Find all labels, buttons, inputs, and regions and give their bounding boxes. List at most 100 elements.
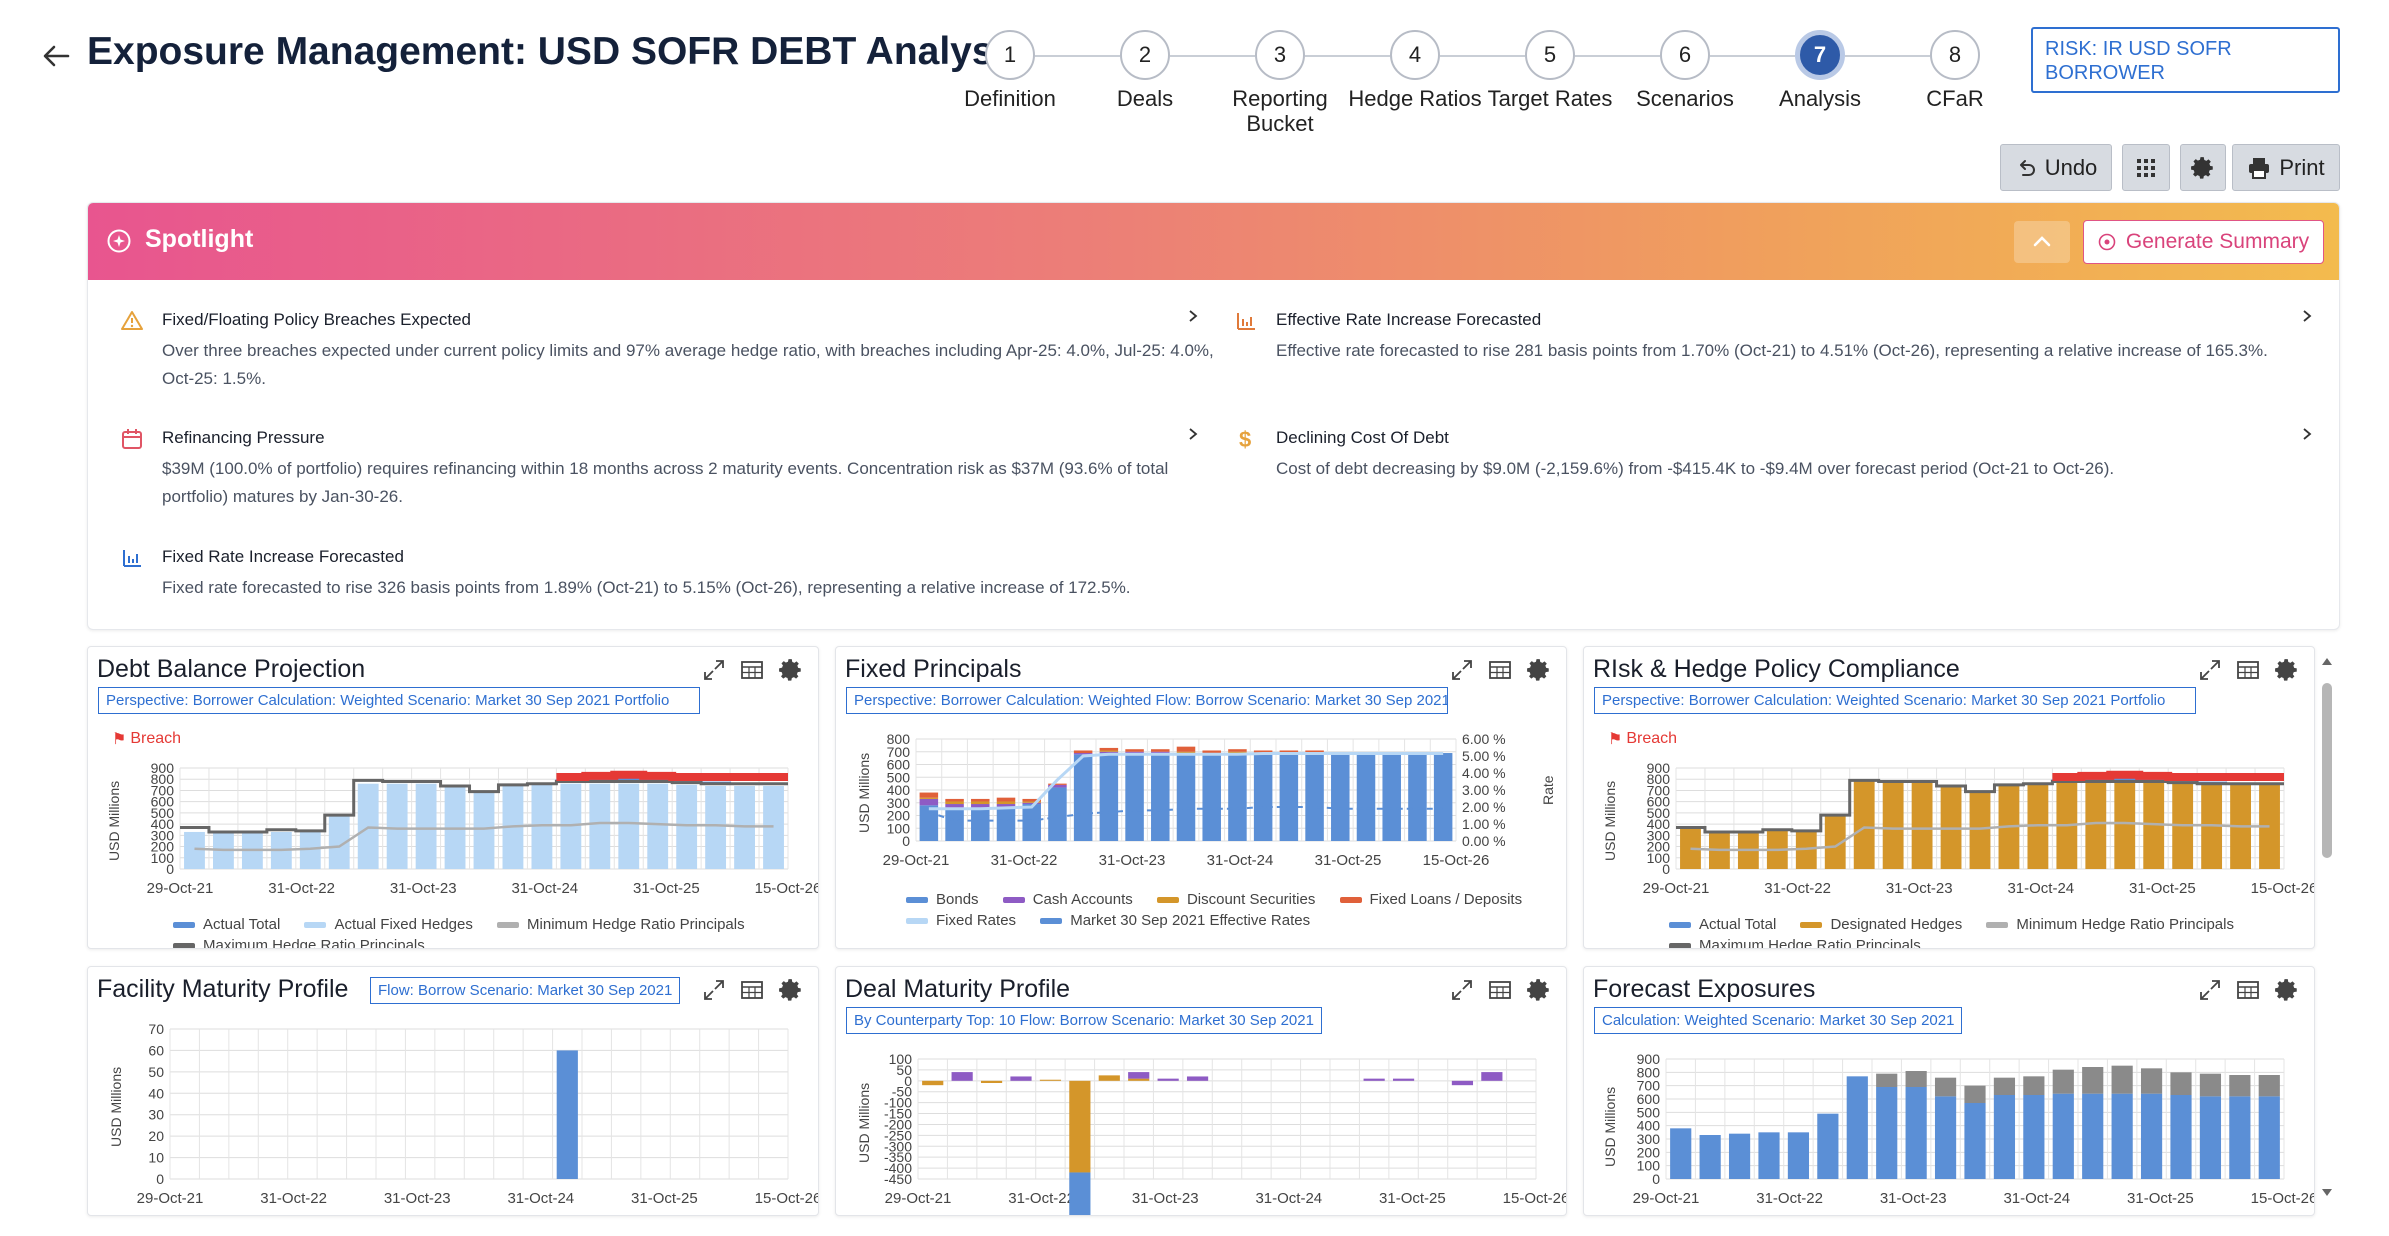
legend-item[interactable]: Minimum Hedge Ratio Principals <box>1986 915 2234 935</box>
bar <box>2111 1093 2133 1179</box>
expand-icon[interactable] <box>2198 658 2222 682</box>
step-deals[interactable]: 2 Deals <box>1075 30 1215 111</box>
scroll-up-icon[interactable] <box>2320 655 2334 667</box>
bar <box>2082 1093 2104 1179</box>
bar <box>1099 750 1119 752</box>
step-connector <box>1575 55 1660 57</box>
bar <box>1853 781 1875 869</box>
insight-refinancing[interactable]: Refinancing Pressure $39M (100.0% of por… <box>122 427 1222 511</box>
bar <box>1305 750 1324 754</box>
chevron-right-icon[interactable] <box>2300 309 2314 323</box>
x-tick-label: 31-Oct-23 <box>1099 852 1166 869</box>
x-tick-label: 31-Oct-24 <box>2007 880 2074 897</box>
x-tick-label: 31-Oct-25 <box>1315 852 1382 869</box>
step-analysis[interactable]: 7 Analysis <box>1750 30 1890 111</box>
step-definition[interactable]: 1 Definition <box>940 30 1080 111</box>
expand-icon[interactable] <box>1450 658 1474 682</box>
insight-fixed-rate[interactable]: Fixed Rate Increase Forecasted Fixed rat… <box>123 546 1462 602</box>
perspective-badge[interactable]: Perspective: Borrower Calculation: Weigh… <box>98 687 700 714</box>
table-icon[interactable] <box>1488 979 1512 1001</box>
flow-badge[interactable]: Flow: Borrow Scenario: Market 30 Sep 202… <box>370 977 681 1004</box>
y-tick-label: -250 <box>884 1127 912 1143</box>
step-label: CFaR <box>1926 86 1984 111</box>
settings-button[interactable] <box>2180 144 2226 191</box>
perspective-badge[interactable]: Perspective: Borrower Calculation: Weigh… <box>1594 687 2196 714</box>
expand-icon[interactable] <box>1450 978 1474 1002</box>
gear-icon[interactable] <box>778 657 804 683</box>
bar <box>1993 1077 2016 1095</box>
x-tick-label: 31-Oct-22 <box>268 880 335 897</box>
scroll-down-icon[interactable] <box>2320 1187 2334 1199</box>
legend-item[interactable]: Discount Securities <box>1156 890 1315 910</box>
legend-item[interactable]: Minimum Hedge Ratio Principals <box>497 915 745 935</box>
calculation-badge[interactable]: Calculation: Weighted Scenario: Market 3… <box>1594 1007 1963 1034</box>
step-reporting-bucket[interactable]: 3 Reporting Bucket <box>1210 30 1350 136</box>
y-tick-label: 0 <box>904 1073 912 1089</box>
gear-icon[interactable] <box>778 977 804 1003</box>
gear-icon[interactable] <box>1526 657 1552 683</box>
bar <box>2229 1096 2251 1179</box>
table-icon[interactable] <box>2236 979 2260 1001</box>
step-target-rates[interactable]: 5 Target Rates <box>1480 30 1620 111</box>
y-tick-label: 60 <box>148 1042 164 1058</box>
table-icon[interactable] <box>740 979 764 1001</box>
legend-item[interactable]: Actual Total <box>173 915 280 935</box>
chevron-right-icon[interactable] <box>1186 309 1200 323</box>
spotlight-header: Spotlight Generate Summary <box>88 203 2339 280</box>
undo-button[interactable]: Undo <box>2000 144 2112 191</box>
collapse-button[interactable] <box>2014 221 2070 263</box>
risk-label-box[interactable]: RISK: IR USD SOFR BORROWER <box>2031 27 2340 93</box>
legend-item[interactable]: Bonds <box>906 890 979 910</box>
legend-item[interactable]: Maximum Hedge Ratio Principals <box>173 936 425 948</box>
table-icon[interactable] <box>1488 659 1512 681</box>
y-tick-label: 30 <box>148 1107 164 1123</box>
table-icon[interactable] <box>2236 659 2260 681</box>
x-tick-label: 15-Oct-26 <box>755 1190 819 1207</box>
legend-item[interactable]: Market 30 Sep 2021 Effective Rates <box>1040 911 1310 931</box>
bar <box>1699 1135 1721 1179</box>
legend-item[interactable]: Maximum Hedge Ratio Principals <box>1669 936 1921 948</box>
legend-item[interactable]: Fixed Rates <box>906 911 1016 931</box>
vertical-scrollbar[interactable] <box>2316 655 2338 1203</box>
gear-icon[interactable] <box>1526 977 1552 1003</box>
legend-item[interactable]: Actual Fixed Hedges <box>304 915 473 935</box>
legend-item[interactable]: Designated Hedges <box>1800 915 1962 935</box>
print-button[interactable]: Print <box>2232 144 2340 191</box>
legend-item[interactable]: Actual Total <box>1669 915 1776 935</box>
legend-item[interactable]: Fixed Loans / Deposits <box>1339 890 1522 910</box>
chevron-right-icon[interactable] <box>2300 427 2314 441</box>
grid-menu-button[interactable] <box>2122 144 2170 191</box>
gear-icon[interactable] <box>2274 977 2300 1003</box>
print-label: Print <box>2279 154 2325 180</box>
y-tick-label: 800 <box>1647 771 1671 787</box>
generate-summary-button[interactable]: Generate Summary <box>2083 220 2324 264</box>
insight-cost-of-debt[interactable]: $ Declining Cost Of Debt Cost of debt de… <box>1239 427 2336 483</box>
expand-icon[interactable] <box>2198 978 2222 1002</box>
step-label: Scenarios <box>1636 86 1734 111</box>
expand-icon[interactable] <box>702 658 726 682</box>
step-scenarios[interactable]: 6 Scenarios <box>1615 30 1755 111</box>
step-cfar[interactable]: 8 CFaR <box>1885 30 2025 111</box>
y-tick-label: -300 <box>884 1138 912 1154</box>
bar <box>1125 749 1144 752</box>
gear-icon[interactable] <box>2274 657 2300 683</box>
perspective-badge[interactable]: Perspective: Borrower Calculation: Weigh… <box>846 687 1448 714</box>
back-arrow-icon[interactable] <box>38 38 74 74</box>
legend-item[interactable]: Cash Accounts <box>1002 890 1133 910</box>
bar <box>971 801 990 805</box>
bar <box>1787 1132 1810 1179</box>
scrollbar-thumb[interactable] <box>2322 683 2332 858</box>
insight-effective-rate[interactable]: Effective Rate Increase Forecasted Effec… <box>1237 309 2336 365</box>
bar <box>1228 753 1247 841</box>
counterparty-badge[interactable]: By Counterparty Top: 10 Flow: Borrow Sce… <box>846 1007 1322 1034</box>
bar <box>1876 1087 1898 1179</box>
table-icon[interactable] <box>740 659 764 681</box>
y-tick-label: 900 <box>151 760 175 776</box>
sparkle-icon <box>2098 233 2116 251</box>
step-hedge-ratios[interactable]: 4 Hedge Ratios <box>1345 30 1485 111</box>
chevron-right-icon[interactable] <box>1186 427 1200 441</box>
bar <box>2085 781 2107 869</box>
expand-icon[interactable] <box>702 978 726 1002</box>
x-tick-label: 31-Oct-25 <box>631 1190 698 1207</box>
insight-policy-breaches[interactable]: Fixed/Floating Policy Breaches Expected … <box>121 309 1222 393</box>
